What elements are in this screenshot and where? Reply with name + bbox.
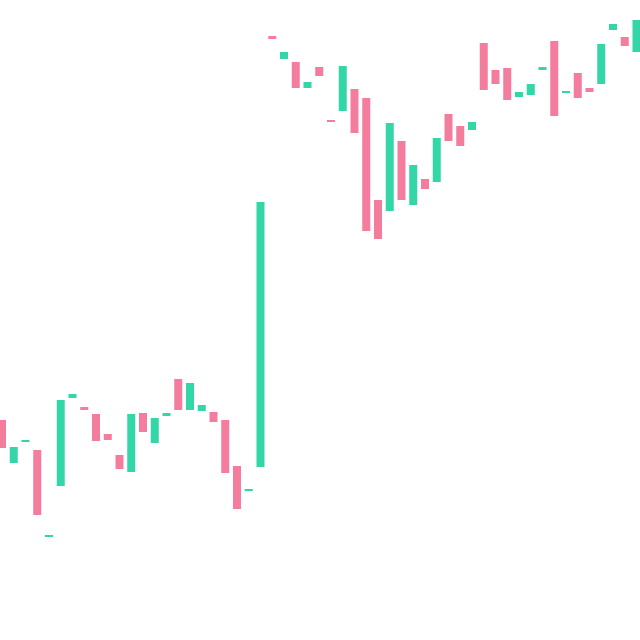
candle-body: [127, 414, 136, 472]
candle-body: [33, 450, 42, 515]
candle-body: [186, 383, 194, 410]
candle-body: [315, 67, 324, 76]
candle-body: [0, 420, 6, 448]
candle-body: [256, 202, 265, 467]
candle-body: [291, 62, 300, 88]
candle-body: [244, 489, 253, 491]
candle-body: [421, 179, 429, 189]
candle-body: [139, 413, 147, 432]
candle-body: [338, 66, 347, 111]
candle-body: [209, 412, 218, 422]
candle-body: [45, 535, 53, 537]
candle-body: [21, 440, 30, 442]
candle-body: [327, 120, 335, 122]
candle-body: [174, 379, 183, 410]
candle-body: [385, 123, 394, 211]
candle-body: [632, 20, 640, 52]
candle-body: [56, 400, 65, 486]
candle-body: [362, 98, 371, 231]
candle-body: [92, 414, 100, 441]
candle-body: [221, 420, 230, 473]
candle-body: [233, 466, 241, 509]
candle-body: [550, 41, 559, 116]
candle-body: [456, 126, 465, 146]
candle-body: [397, 141, 406, 200]
candle-body: [468, 122, 476, 130]
candle-body: [409, 165, 418, 205]
candle-body: [432, 138, 441, 182]
candle-body: [479, 43, 488, 90]
candle-body: [503, 68, 512, 100]
candle-body: [197, 405, 206, 411]
candle-body: [103, 434, 112, 440]
candle-body: [491, 70, 500, 84]
candle-body: [68, 394, 77, 398]
candle-body: [268, 36, 277, 39]
candle-body: [573, 73, 582, 98]
candle-body: [515, 92, 523, 97]
candle-body: [303, 82, 312, 88]
candle-body: [620, 37, 629, 46]
candle-body: [585, 88, 594, 92]
candle-body: [538, 67, 547, 70]
candle-body: [9, 447, 18, 463]
candle-body: [374, 200, 382, 239]
candle-body: [115, 455, 124, 469]
candle-body: [526, 84, 535, 95]
candle-body: [444, 114, 453, 141]
candle-body: [150, 418, 159, 443]
candle-body: [162, 413, 171, 416]
candle-body: [80, 407, 89, 410]
candle-body: [597, 44, 606, 84]
candle-body: [562, 91, 570, 93]
candle-body: [350, 89, 359, 133]
candle-body: [609, 24, 617, 30]
candle-body: [280, 52, 288, 59]
